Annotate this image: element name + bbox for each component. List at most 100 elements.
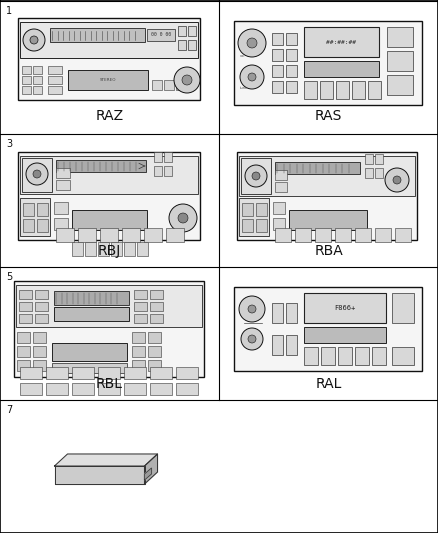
Circle shape xyxy=(247,38,257,48)
Bar xyxy=(272,49,283,61)
Bar xyxy=(375,154,383,164)
Bar xyxy=(85,242,96,256)
Bar xyxy=(72,367,94,379)
Bar xyxy=(46,383,68,395)
Text: 1: 1 xyxy=(6,6,12,16)
Text: RBJ: RBJ xyxy=(98,244,121,258)
Bar xyxy=(35,302,48,311)
Text: RBL: RBL xyxy=(96,377,123,391)
Bar xyxy=(50,28,145,42)
Text: 5: 5 xyxy=(6,272,12,282)
Bar xyxy=(256,203,267,216)
Bar xyxy=(304,327,386,343)
Bar xyxy=(37,203,48,216)
Bar xyxy=(124,367,146,379)
Bar xyxy=(98,383,120,395)
Bar xyxy=(176,80,186,90)
Bar xyxy=(375,228,391,242)
Text: ##:##:##: ##:##:## xyxy=(326,39,356,44)
Circle shape xyxy=(238,29,266,57)
Bar xyxy=(154,166,162,176)
Bar xyxy=(54,202,68,214)
Bar xyxy=(68,70,148,90)
Bar xyxy=(54,291,129,305)
Bar xyxy=(52,363,127,373)
Bar xyxy=(122,228,140,242)
Bar xyxy=(286,49,297,61)
Bar xyxy=(100,228,118,242)
Circle shape xyxy=(178,213,188,223)
Bar xyxy=(56,168,70,178)
Text: 3: 3 xyxy=(6,139,12,149)
Bar xyxy=(387,27,413,47)
Bar xyxy=(150,290,163,299)
Polygon shape xyxy=(54,466,145,484)
Bar xyxy=(19,314,32,323)
Bar xyxy=(22,76,31,84)
Circle shape xyxy=(174,67,200,93)
Bar xyxy=(152,80,162,90)
Text: RAL: RAL xyxy=(315,377,342,391)
Bar xyxy=(275,182,287,192)
Bar xyxy=(33,360,46,371)
Bar xyxy=(144,228,162,242)
Bar xyxy=(78,228,96,242)
Bar xyxy=(275,170,287,180)
Bar xyxy=(234,21,422,105)
Bar xyxy=(147,29,175,41)
Bar xyxy=(365,168,373,178)
Bar xyxy=(19,290,32,299)
Bar xyxy=(273,218,285,230)
Bar xyxy=(20,383,42,395)
Bar xyxy=(178,40,186,50)
Circle shape xyxy=(26,163,48,185)
Bar xyxy=(37,219,48,232)
Bar xyxy=(23,203,34,216)
Bar xyxy=(320,81,333,99)
Bar xyxy=(134,314,147,323)
Circle shape xyxy=(248,335,256,343)
Bar xyxy=(392,347,414,365)
Circle shape xyxy=(248,73,256,81)
Circle shape xyxy=(252,172,260,180)
Bar xyxy=(188,40,196,50)
Polygon shape xyxy=(145,454,158,484)
Bar xyxy=(372,347,386,365)
Bar xyxy=(304,347,318,365)
Bar xyxy=(272,335,283,355)
Bar xyxy=(387,51,413,71)
Bar xyxy=(352,81,365,99)
Bar xyxy=(304,81,317,99)
Bar xyxy=(166,228,184,242)
Bar xyxy=(56,180,70,190)
Bar xyxy=(137,242,148,256)
Bar xyxy=(17,360,30,371)
Bar xyxy=(20,22,198,58)
Circle shape xyxy=(245,165,267,187)
Bar xyxy=(48,66,62,74)
Bar xyxy=(164,166,172,176)
Bar xyxy=(35,290,48,299)
Circle shape xyxy=(393,176,401,184)
Bar xyxy=(242,203,253,216)
Bar xyxy=(286,303,297,323)
Bar xyxy=(289,210,367,230)
Bar xyxy=(132,346,145,357)
Bar xyxy=(134,290,147,299)
Text: RAZ: RAZ xyxy=(95,109,124,123)
Bar xyxy=(286,335,297,355)
Bar xyxy=(272,81,283,93)
Bar xyxy=(387,75,413,95)
Bar xyxy=(150,383,172,395)
Bar xyxy=(234,287,422,371)
Polygon shape xyxy=(54,454,158,466)
Bar xyxy=(22,158,52,192)
Bar xyxy=(392,293,414,323)
Bar xyxy=(256,219,267,232)
Bar xyxy=(33,332,46,343)
Bar xyxy=(124,242,135,256)
Bar xyxy=(56,228,74,242)
Circle shape xyxy=(30,36,38,44)
Bar xyxy=(52,343,127,361)
Bar xyxy=(368,81,381,99)
